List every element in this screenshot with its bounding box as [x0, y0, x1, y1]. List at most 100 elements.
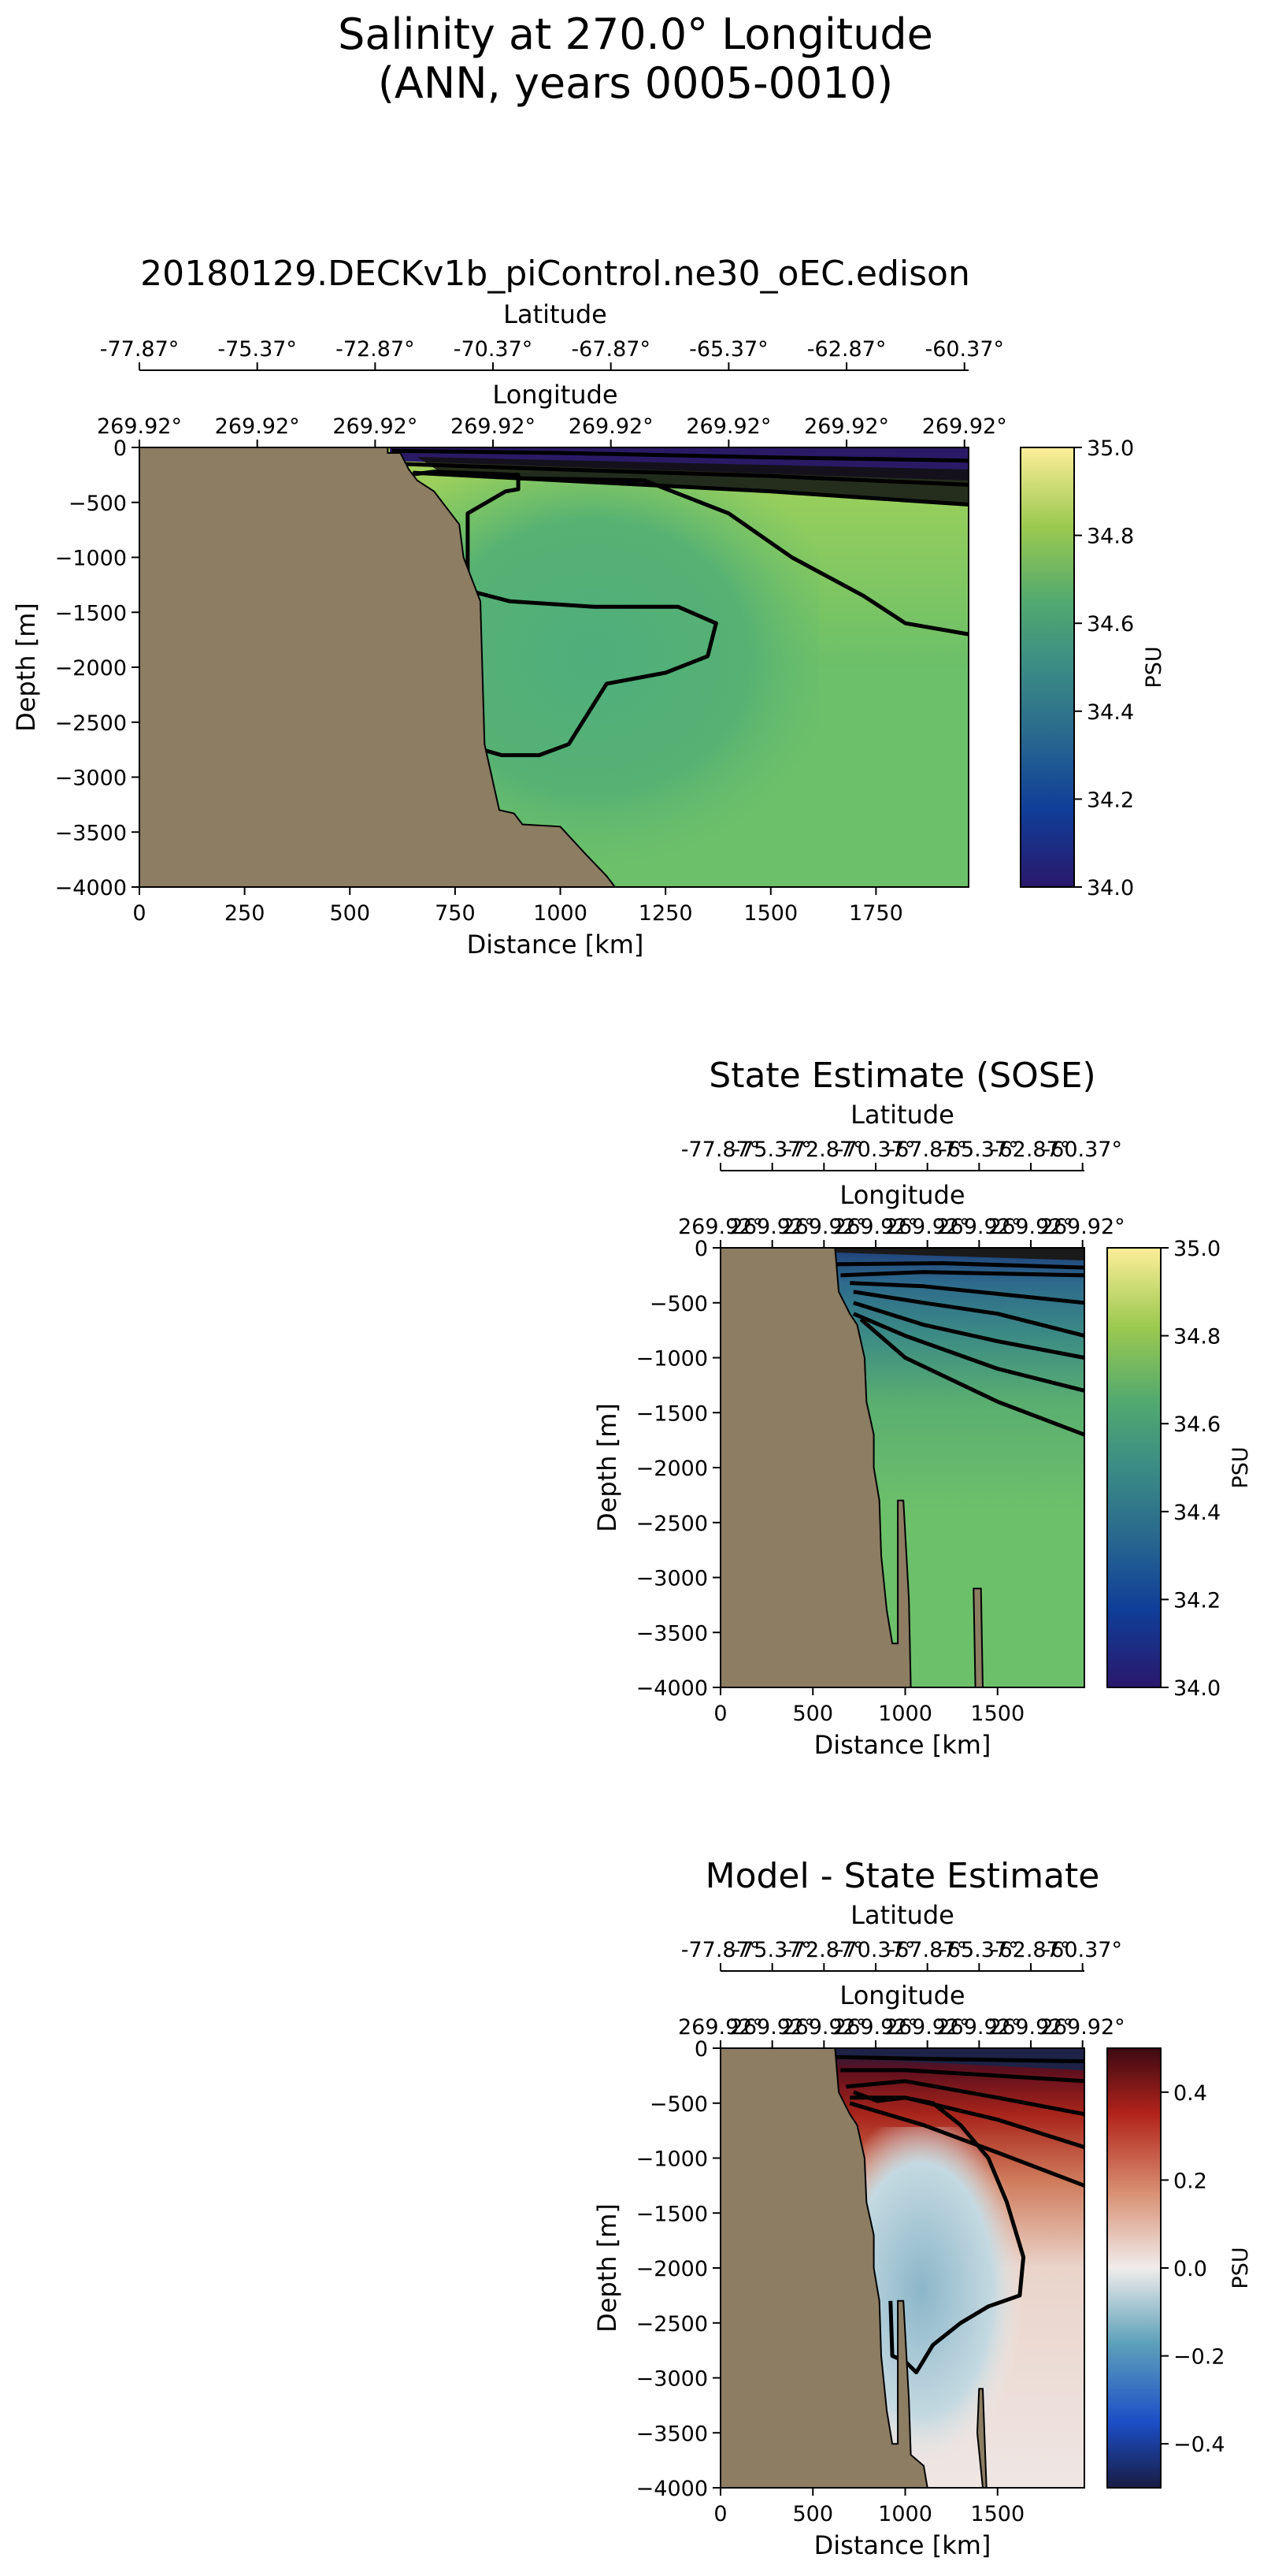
longitude-axis-label: Longitude [839, 1180, 965, 1210]
latitude-axis-label: Latitude [503, 299, 607, 329]
longitude-tick-label: 269.92° [678, 1215, 763, 1239]
colorbar-tick-label: 35.0 [1087, 436, 1134, 461]
colorbar-tick-label: 34.2 [1173, 1588, 1221, 1613]
y-axis-label: Depth [m] [11, 603, 41, 732]
longitude-tick-label: 269.92° [1040, 2015, 1125, 2040]
y-tick-label: −500 [69, 492, 127, 516]
contour-line-1 [835, 1261, 1085, 1270]
contour-line-2 [840, 1270, 1085, 1278]
contour-line-1 [835, 2054, 1085, 2064]
longitude-tick-label: 269.92° [833, 1215, 918, 1239]
latitude-tick-label: -72.87° [784, 1938, 864, 1962]
y-tick-label: 0 [695, 1237, 708, 1261]
figure-title-line2: (ANN, years 0005-0010) [378, 58, 893, 108]
longitude-tick-label: 269.92° [332, 414, 417, 439]
x-axis: 0 500 1000 1500 [713, 2488, 1025, 2526]
y-axis-label: Depth [m] [592, 1403, 622, 1532]
bathymetry-land [720, 2047, 988, 2489]
latitude-tick-label: -77.87° [681, 1938, 761, 1962]
y-tick-label: −3000 [55, 766, 127, 791]
x-tick-label: 1500 [743, 901, 798, 926]
panel-state-estimate: State Estimate (SOSE) Latitude -77.87°-7… [592, 1056, 1253, 1760]
land-mask [720, 2047, 988, 2489]
colorbar-tick-label: −0.2 [1173, 2345, 1225, 2370]
colorbar-label: PSU [1228, 1446, 1253, 1488]
panel-title-model: 20180129.DECKv1b_piControl.ne30_oEC.edis… [140, 254, 970, 294]
longitude-tick-label: 269.92° [97, 414, 182, 439]
y-tick-label: −1000 [636, 1347, 708, 1372]
y-axis-label: Depth [m] [592, 2203, 622, 2333]
latitude-tick-label: -60.37° [925, 337, 1004, 362]
contour-lines [835, 2054, 1085, 2374]
latitude-axis-label: Latitude [850, 1900, 954, 1930]
x-tick-label: 500 [792, 2502, 833, 2526]
latitude-tick-label: -70.37° [836, 1938, 916, 1962]
latitude-axis: -77.87°-75.37°-72.87°-70.37°-67.87°-65.3… [681, 1138, 1122, 1171]
x-tick-label: 1000 [533, 901, 587, 926]
y-tick-label: −2000 [55, 656, 127, 681]
contour-line-3 [413, 470, 969, 507]
contour-line-5 [518, 476, 969, 637]
land-mask [720, 1247, 984, 1688]
longitude-axis: 269.92°269.92°269.92°269.92°269.92°269.9… [97, 414, 1007, 448]
latitude-tick-label: -70.37° [836, 1138, 916, 1162]
panel-title-sose: State Estimate (SOSE) [709, 1056, 1095, 1096]
colorbar-tick-label: 34.2 [1087, 788, 1134, 812]
latitude-axis-label: Latitude [850, 1100, 954, 1130]
y-tick-label: −4000 [636, 1676, 708, 1701]
y-tick-label: −1500 [55, 601, 127, 625]
longitude-tick-label: 269.92° [1040, 1215, 1125, 1239]
x-tick-label: 1500 [970, 2502, 1025, 2526]
latitude-axis: -77.87°-75.37°-72.87°-70.37°-67.87°-65.3… [100, 337, 1004, 371]
y-tick-label: −3500 [55, 821, 127, 845]
y-tick-label: −500 [650, 2092, 708, 2117]
colorbar-tick-label: 34.8 [1087, 525, 1134, 549]
y-tick-label: −1000 [55, 547, 127, 571]
colorbar-tick-label: 35.0 [1173, 1237, 1221, 1261]
longitude-tick-label: 269.92° [730, 2015, 815, 2040]
x-tick-label: 750 [435, 901, 476, 926]
colorbar-ticks: 34.0 34.2 34.4 34.6 34.8 35.0 [1074, 436, 1134, 900]
contour-line-3 [846, 2079, 1085, 2117]
x-axis: 0 500 1000 1500 [713, 1687, 1025, 1726]
y-tick-label: −3500 [636, 2422, 708, 2446]
longitude-tick-label: 269.92° [833, 2015, 918, 2040]
longitude-tick-label: 269.92° [936, 1215, 1021, 1239]
panel-title-difference: Model - State Estimate [706, 1856, 1100, 1896]
y-axis: 0 −500 −1000 −1500 −2000 −2500 −3000 −3500 −4000 [636, 1237, 721, 1701]
colorbar [1106, 2047, 1162, 2489]
longitude-tick-label: 269.92° [936, 2015, 1021, 2040]
y-tick-label: 0 [113, 436, 127, 461]
x-tick-label: 500 [792, 1702, 833, 1726]
bathymetry-land [139, 447, 617, 888]
latitude-tick-label: -60.37° [1043, 1138, 1122, 1162]
panel-model: 20180129.DECKv1b_piControl.ne30_oEC.edis… [11, 254, 1166, 960]
colorbar-ticks: −0.4 −0.2 0.0 0.2 0.4 [1161, 2081, 1225, 2457]
x-tick-label: 1750 [849, 901, 903, 926]
y-tick-label: −2000 [636, 1457, 708, 1481]
x-tick-label: 1500 [970, 1702, 1025, 1726]
latitude-tick-label: -62.87° [991, 1938, 1071, 1962]
longitude-axis-label: Longitude [492, 380, 617, 410]
contour-line-5 [853, 1301, 1085, 1360]
latitude-tick-label: -60.37° [1043, 1938, 1122, 1962]
latitude-tick-label: -67.87° [887, 1938, 967, 1962]
longitude-tick-label: 269.92° [678, 2015, 763, 2040]
contour-lines [391, 448, 969, 758]
contour-lines [835, 1261, 1085, 1437]
colorbar-tick-label: 34.0 [1087, 876, 1134, 900]
y-tick-label: −1500 [636, 2202, 708, 2226]
latitude-tick-label: -70.37° [454, 337, 533, 362]
y-tick-label: −4000 [636, 2477, 708, 2501]
longitude-axis: 269.92°269.92°269.92°269.92°269.92°269.9… [678, 2015, 1125, 2049]
y-tick-label: −2500 [636, 1512, 708, 1536]
longitude-tick-label: 269.92° [569, 414, 654, 439]
colorbar-tick-label: 34.6 [1173, 1412, 1221, 1437]
contour-line-4 [408, 470, 718, 758]
colorbar-label: PSU [1228, 2247, 1253, 2288]
latitude-tick-label: -62.87° [991, 1138, 1071, 1162]
latitude-tick-label: -77.87° [100, 337, 180, 362]
contour-line-2 [400, 462, 969, 487]
colorbar [1020, 447, 1075, 888]
